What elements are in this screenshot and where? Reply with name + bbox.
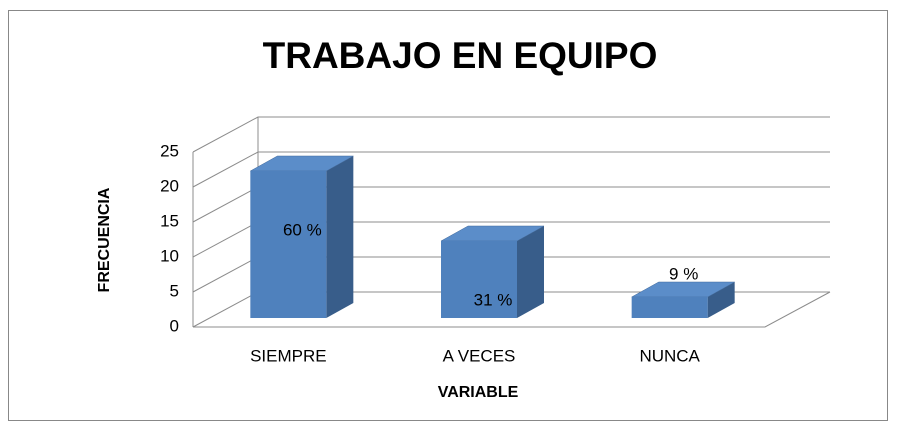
y-axis-title: FRECUENCIA	[96, 187, 113, 292]
y-tick-label: 25	[160, 141, 179, 160]
data-label: 60 %	[283, 220, 322, 239]
y-tick-label: 10	[160, 246, 179, 265]
y-tick-label: 20	[160, 176, 179, 195]
bar-side	[517, 226, 544, 318]
x-tick-label: A VECES	[443, 346, 516, 365]
grid-line	[192, 151, 830, 188]
y-tick-label: 15	[160, 211, 179, 230]
bar-side	[326, 156, 354, 318]
x-tick-label: NUNCA	[639, 346, 700, 365]
bar-side	[707, 282, 735, 318]
x-tick-label: SIEMPRE	[250, 346, 327, 365]
y-tick-label: 5	[170, 281, 179, 300]
floor-edge	[193, 291, 831, 328]
grid-line	[192, 116, 830, 153]
y-tick-label: 0	[170, 316, 179, 335]
bar	[631, 297, 708, 318]
bar	[441, 241, 517, 318]
x-axis-title: VARIABLE	[438, 384, 519, 401]
data-label: 9 %	[669, 264, 698, 283]
data-label: 31 %	[474, 290, 513, 309]
chart-title: TRABAJO EN EQUIPO	[263, 35, 658, 76]
bar	[250, 171, 327, 318]
chart-border	[8, 10, 888, 421]
